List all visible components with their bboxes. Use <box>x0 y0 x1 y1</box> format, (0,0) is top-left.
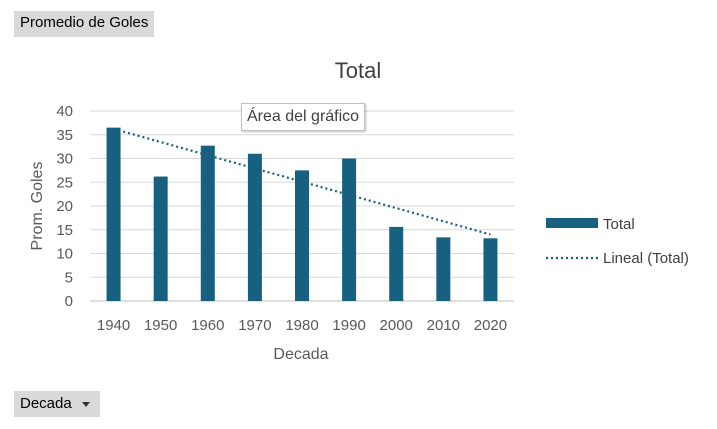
trendline <box>113 127 491 236</box>
y-tick-label: 25 <box>56 174 73 191</box>
legend-label-trendline: Lineal (Total) <box>603 250 689 267</box>
value-field-button[interactable]: Promedio de Goles <box>14 11 155 37</box>
y-tick-label: 5 <box>65 269 73 286</box>
x-axis-title: Decada <box>273 346 328 363</box>
y-tick-label: 20 <box>56 198 73 215</box>
axis-field-button[interactable]: Decada <box>14 391 100 417</box>
dropdown-arrow-icon[interactable] <box>81 401 90 407</box>
x-tick-label: 1950 <box>144 317 177 334</box>
x-tick-label: 1990 <box>332 317 365 334</box>
y-tick-label: 15 <box>56 222 73 239</box>
legend-swatch-total <box>546 218 598 228</box>
bar-2020[interactable] <box>483 238 498 301</box>
x-tick-label: 2010 <box>427 317 460 334</box>
bar-1960[interactable] <box>200 145 215 301</box>
bar-1970[interactable] <box>247 153 262 301</box>
x-tick-label: 1980 <box>285 317 318 334</box>
x-tick-label: 1960 <box>191 317 224 334</box>
y-tick-label: 0 <box>65 293 73 310</box>
chart-area-tooltip: Área del gráfico <box>241 103 366 131</box>
value-field-label: Promedio de Goles <box>20 14 149 31</box>
x-tick-label: 2000 <box>380 317 413 334</box>
legend-label-total: Total <box>603 216 635 233</box>
legend[interactable]: Total Lineal (Total) <box>546 216 689 267</box>
x-tick-label: 1970 <box>238 317 271 334</box>
bars[interactable] <box>106 127 498 302</box>
x-tick-label: 1940 <box>97 317 130 334</box>
y-axis-ticks: 0 5 10 15 20 25 30 35 40 <box>56 103 73 310</box>
axis-field-label: Decada <box>20 395 72 412</box>
bar-1990[interactable] <box>342 158 357 302</box>
y-axis-title: Prom. Goles <box>29 162 46 251</box>
bar-1940[interactable] <box>106 127 121 301</box>
bar-2000[interactable] <box>389 226 404 301</box>
x-tick-label: 2020 <box>474 317 507 334</box>
y-tick-label: 40 <box>56 103 73 120</box>
chart-title: Total <box>335 58 381 83</box>
bar-2010[interactable] <box>436 237 451 301</box>
bar-1950[interactable] <box>153 176 168 301</box>
y-tick-label: 10 <box>56 246 73 263</box>
y-tick-label: 30 <box>56 151 73 168</box>
x-axis-ticks: 1940 1950 1960 1970 1980 1990 2000 2010 2020 <box>97 317 507 334</box>
y-tick-label: 35 <box>56 127 73 144</box>
bar-1980[interactable] <box>295 170 309 301</box>
